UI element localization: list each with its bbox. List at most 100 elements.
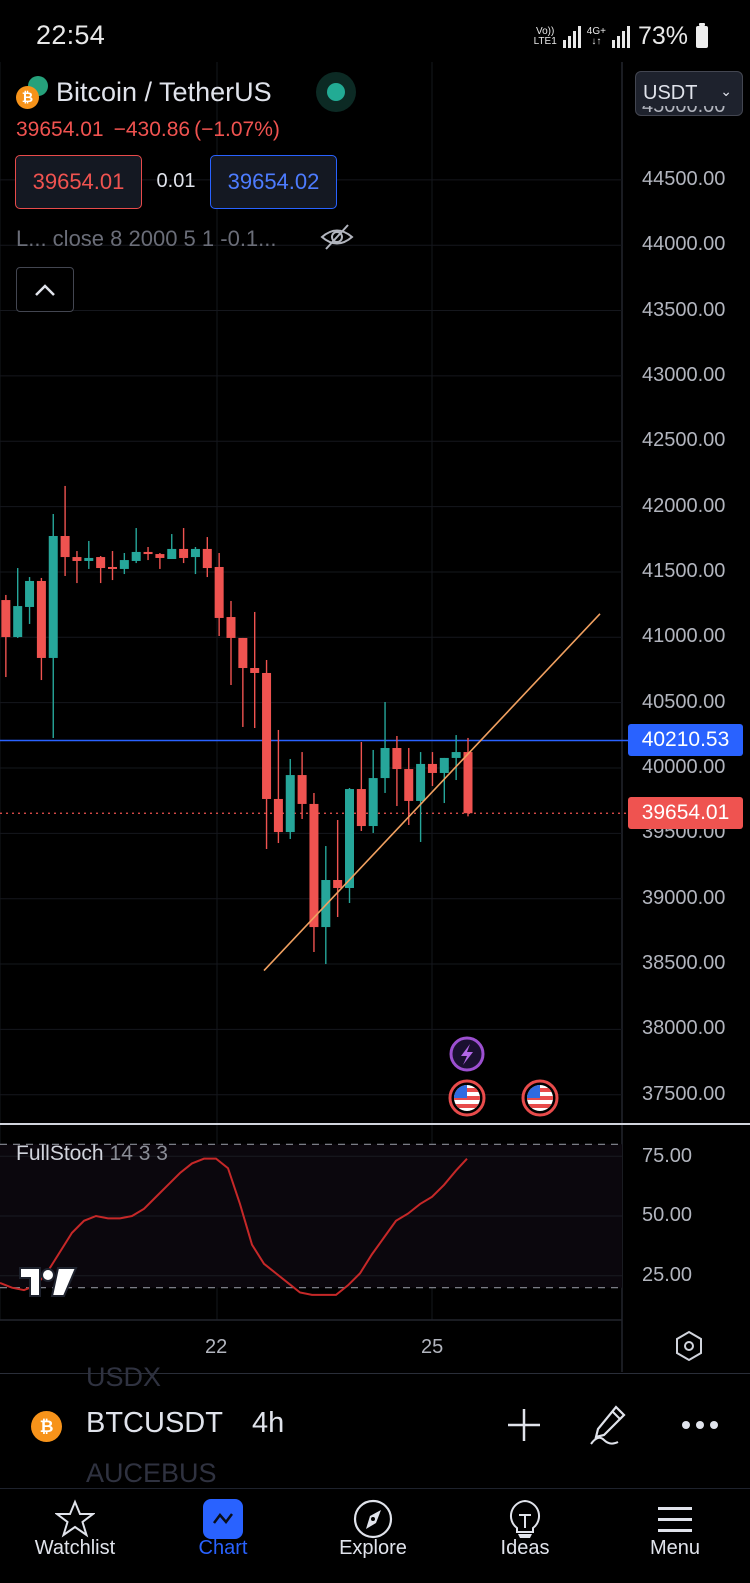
candle — [1, 594, 11, 678]
currency-select[interactable]: USDT ⌄ — [635, 71, 743, 116]
status-icons: Vo)) LTE1 4G+ ↓↑ 73% — [534, 22, 708, 51]
us-flag-event-icon[interactable] — [448, 1079, 486, 1117]
stoch-axis-50: 50.00 — [642, 1204, 693, 1226]
tab-explore[interactable]: Explore — [298, 1489, 448, 1583]
candle — [392, 735, 402, 807]
candle — [404, 748, 414, 825]
price-axis-label: 41000.00 — [642, 625, 726, 648]
bottom-tab-bar: Watchlist Chart Explore Ideas Menu — [0, 1488, 750, 1583]
candle — [463, 737, 473, 817]
candle — [143, 546, 153, 561]
sell-button[interactable]: 39654.01 — [15, 155, 142, 209]
symbol-toolbar: USDX AUCEBUS ₿ BTCUSDT 4h — [0, 1362, 750, 1488]
trendline[interactable] — [263, 613, 601, 972]
price-axis-label-clipped: 45000.00 — [642, 106, 726, 117]
tab-menu[interactable]: Menu — [600, 1489, 750, 1583]
candle — [250, 611, 260, 729]
symbol-header[interactable]: ₿ Bitcoin / TetherUS — [14, 74, 272, 110]
price-change: −430.86 — [113, 118, 191, 141]
add-indicator-icon[interactable] — [504, 1404, 544, 1446]
symbol-title[interactable]: Bitcoin / TetherUS — [56, 76, 272, 107]
stoch-legend[interactable]: FullStoch 14 3 3 — [16, 1142, 168, 1166]
eye-off-icon[interactable] — [320, 222, 354, 252]
price-chart[interactable] — [0, 0, 750, 1372]
candle — [84, 540, 94, 569]
tab-ideas[interactable]: Ideas — [450, 1489, 600, 1583]
price-axis-label: 44000.00 — [642, 233, 726, 256]
price-axis-label: 40000.00 — [642, 756, 726, 778]
chart-settings-icon[interactable] — [674, 1330, 704, 1362]
candle — [202, 537, 212, 578]
us-flag-event-icon-2[interactable] — [521, 1079, 559, 1117]
stoch-name: FullStoch — [16, 1142, 104, 1165]
candle — [108, 551, 117, 581]
interval-button[interactable]: 4h — [252, 1407, 285, 1439]
battery-icon — [696, 22, 708, 48]
candle — [226, 600, 236, 686]
price-change-pct: (−1.07%) — [194, 118, 280, 141]
candle — [333, 820, 343, 917]
bitcoin-icon: ₿ — [31, 1411, 62, 1442]
chevron-down-icon: ⌄ — [720, 83, 732, 99]
volte-label: Vo)) — [536, 25, 555, 37]
data-indicator: 4G+ ↓↑ — [587, 26, 606, 47]
stoch-params: 14 3 3 — [109, 1142, 168, 1165]
volte-indicator: Vo)) LTE1 — [533, 25, 557, 47]
candle — [427, 752, 437, 787]
chevron-up-icon — [35, 283, 55, 296]
compass-icon — [353, 1499, 393, 1539]
candle — [309, 792, 319, 953]
tab-chart[interactable]: Chart — [148, 1489, 298, 1583]
candle — [297, 752, 307, 819]
collapse-legend-button[interactable] — [16, 267, 74, 312]
alert-price-tag[interactable]: 40210.53 — [628, 724, 743, 757]
stoch-axis-25: 25.00 — [642, 1264, 693, 1286]
candle — [119, 552, 129, 575]
price-axis-label: 42000.00 — [642, 494, 726, 517]
price-axis-label: 40500.00 — [642, 690, 726, 713]
candle — [439, 757, 449, 804]
price-change-row: 39654.01 −430.86 (−1.07%) — [16, 118, 290, 142]
candle — [72, 551, 82, 584]
signal-icon-2 — [611, 25, 630, 48]
tab-watchlist[interactable]: Watchlist — [0, 1489, 150, 1583]
spread-value: 0.01 — [156, 170, 196, 192]
lte-label: LTE1 — [533, 35, 557, 47]
candle — [96, 556, 106, 584]
candle — [13, 568, 23, 638]
lightning-event-icon[interactable] — [449, 1036, 485, 1072]
ghost-symbol-above: USDX — [86, 1362, 162, 1392]
more-options-icon[interactable] — [680, 1404, 720, 1446]
candle — [356, 741, 366, 831]
indicator-legend[interactable]: L... close 8 2000 5 1 -0.1... — [16, 226, 277, 251]
lightbulb-icon — [510, 1499, 540, 1538]
status-bar: 22:54 Vo)) LTE1 4G+ ↓↑ 73% — [0, 0, 750, 66]
market-status-indicator[interactable] — [316, 72, 356, 112]
signal-icon — [562, 25, 581, 48]
price-axis-label: 38000.00 — [642, 1017, 726, 1040]
tab-label: Watchlist — [34, 1537, 116, 1559]
time-label-22: 22 — [205, 1336, 228, 1358]
tab-label: Menu — [649, 1537, 701, 1559]
data-arrows: ↓↑ — [591, 35, 602, 47]
symbol-search-button[interactable]: BTCUSDT — [86, 1407, 223, 1439]
stoch-line — [0, 1157, 468, 1296]
candle — [273, 729, 283, 844]
candle — [167, 534, 177, 560]
candle — [214, 552, 224, 636]
candle — [131, 528, 141, 564]
candle — [36, 577, 46, 681]
market-open-dot — [327, 83, 345, 101]
candle — [368, 749, 378, 833]
tradingview-logo[interactable] — [18, 1264, 78, 1300]
tab-label: Explore — [339, 1537, 407, 1559]
drawing-tools-icon[interactable] — [588, 1404, 628, 1446]
chart-icon — [203, 1499, 243, 1539]
event-markers[interactable] — [446, 1036, 566, 1120]
buy-button[interactable]: 39654.02 — [210, 155, 337, 209]
last-price-tag: 39654.01 — [628, 797, 743, 830]
candle — [155, 552, 165, 569]
tab-label: Ideas — [500, 1537, 550, 1559]
time-label-25: 25 — [421, 1336, 444, 1358]
candle — [285, 758, 295, 839]
